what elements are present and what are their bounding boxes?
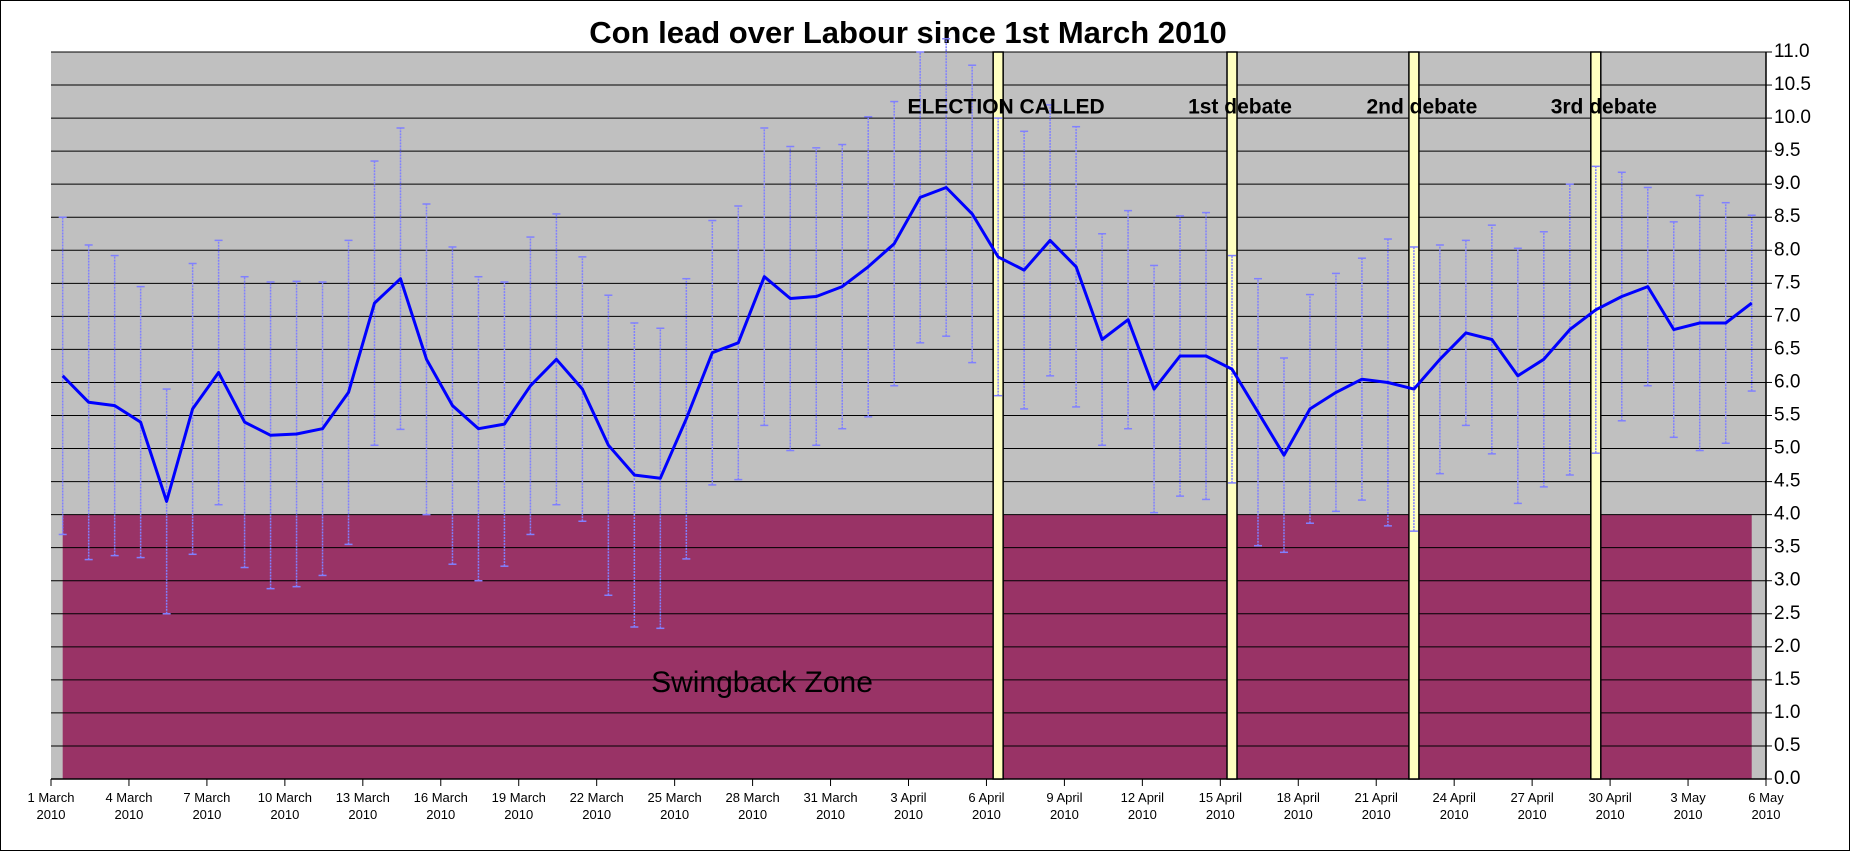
- x-tick-label: 12 April 2010: [1121, 790, 1164, 822]
- error-bar: [292, 280, 301, 588]
- x-tick-label: 15 April 2010: [1199, 790, 1242, 822]
- y-tick-label: 9.0: [1774, 173, 1800, 194]
- x-tick-label: 3 April 2010: [890, 790, 926, 822]
- error-bar: [1072, 125, 1081, 408]
- x-tick-label: 13 March 2010: [336, 790, 390, 822]
- event-label: 3rd debate: [1551, 96, 1657, 119]
- chart-title: Con lead over Labour since 1st March 201…: [589, 15, 1226, 50]
- error-bar: [630, 322, 639, 628]
- error-bar: [1669, 221, 1678, 439]
- y-tick-label: 5.5: [1774, 405, 1800, 426]
- y-tick-label: 1.0: [1774, 702, 1800, 723]
- x-tick-label: 3 May 2010: [1670, 790, 1706, 822]
- y-tick-label: 8.5: [1774, 206, 1800, 227]
- event-bar: [992, 51, 1004, 780]
- y-tick-label: 4.5: [1774, 471, 1800, 492]
- y-tick-label: 7.0: [1774, 305, 1800, 326]
- error-bar: [1176, 215, 1185, 497]
- x-tick-label: 9 April 2010: [1046, 790, 1082, 822]
- x-tick-label: 31 March 2010: [803, 790, 857, 822]
- x-tick-label: 6 May 2010: [1748, 790, 1784, 822]
- error-bar: [474, 275, 483, 582]
- data-line: [61, 186, 1753, 503]
- y-tick-label: 5.0: [1774, 438, 1800, 459]
- x-tick-label: 1 March 2010: [28, 790, 75, 822]
- y-tick-label: 8.0: [1774, 239, 1800, 260]
- zone-label: Swingback Zone: [651, 666, 873, 699]
- error-bar: [448, 246, 457, 565]
- error-bar: [1228, 254, 1237, 484]
- y-tick-label: 6.0: [1774, 371, 1800, 392]
- y-tick-label: 1.5: [1774, 669, 1800, 690]
- y-tick-label: 7.5: [1774, 272, 1800, 293]
- y-tick-label: 6.5: [1774, 338, 1800, 359]
- y-tick-label: 4.0: [1774, 504, 1800, 525]
- error-bar: [1461, 239, 1470, 427]
- error-bar: [344, 239, 353, 546]
- error-bar: [58, 216, 67, 536]
- x-tick-label: 19 March 2010: [492, 790, 546, 822]
- x-tick-label: 28 March 2010: [725, 790, 779, 822]
- y-tick-label: 10.0: [1774, 107, 1811, 128]
- x-tick-label: 10 March 2010: [258, 790, 312, 822]
- x-tick-label: 7 March 2010: [183, 790, 230, 822]
- error-bar: [1383, 238, 1392, 527]
- error-bar: [786, 145, 795, 452]
- y-tick-label: 0.0: [1774, 768, 1800, 789]
- event-label: 2nd debate: [1366, 96, 1477, 119]
- y-tick-label: 3.0: [1774, 570, 1800, 591]
- error-bar: [1591, 165, 1600, 454]
- event-label: 1st debate: [1188, 96, 1292, 119]
- x-tick-label: 25 March 2010: [648, 790, 702, 822]
- x-tick-label: 4 March 2010: [105, 790, 152, 822]
- y-tick-label: 11.0: [1774, 41, 1810, 62]
- y-tick-label: 2.5: [1774, 603, 1800, 624]
- error-bar: [682, 277, 691, 560]
- error-bar: [1202, 211, 1211, 501]
- y-tick-label: 9.5: [1774, 140, 1800, 161]
- y-tick-label: 2.0: [1774, 636, 1800, 657]
- x-tick-label: 27 April 2010: [1510, 790, 1553, 822]
- y-tick-label: 3.5: [1774, 537, 1800, 558]
- error-bar: [422, 203, 431, 516]
- y-tick-label: 0.5: [1774, 735, 1800, 756]
- error-bar: [318, 281, 327, 577]
- event-label: ELECTION CALLED: [908, 96, 1105, 119]
- y-tick-label: 10.5: [1774, 74, 1811, 95]
- x-tick-label: 22 March 2010: [570, 790, 624, 822]
- x-tick-label: 24 April 2010: [1432, 790, 1475, 822]
- x-tick-label: 18 April 2010: [1277, 790, 1320, 822]
- x-tick-label: 6 April 2010: [968, 790, 1004, 822]
- x-tick-label: 30 April 2010: [1588, 790, 1631, 822]
- x-tick-label: 16 March 2010: [414, 790, 468, 822]
- x-tick-label: 21 April 2010: [1355, 790, 1398, 822]
